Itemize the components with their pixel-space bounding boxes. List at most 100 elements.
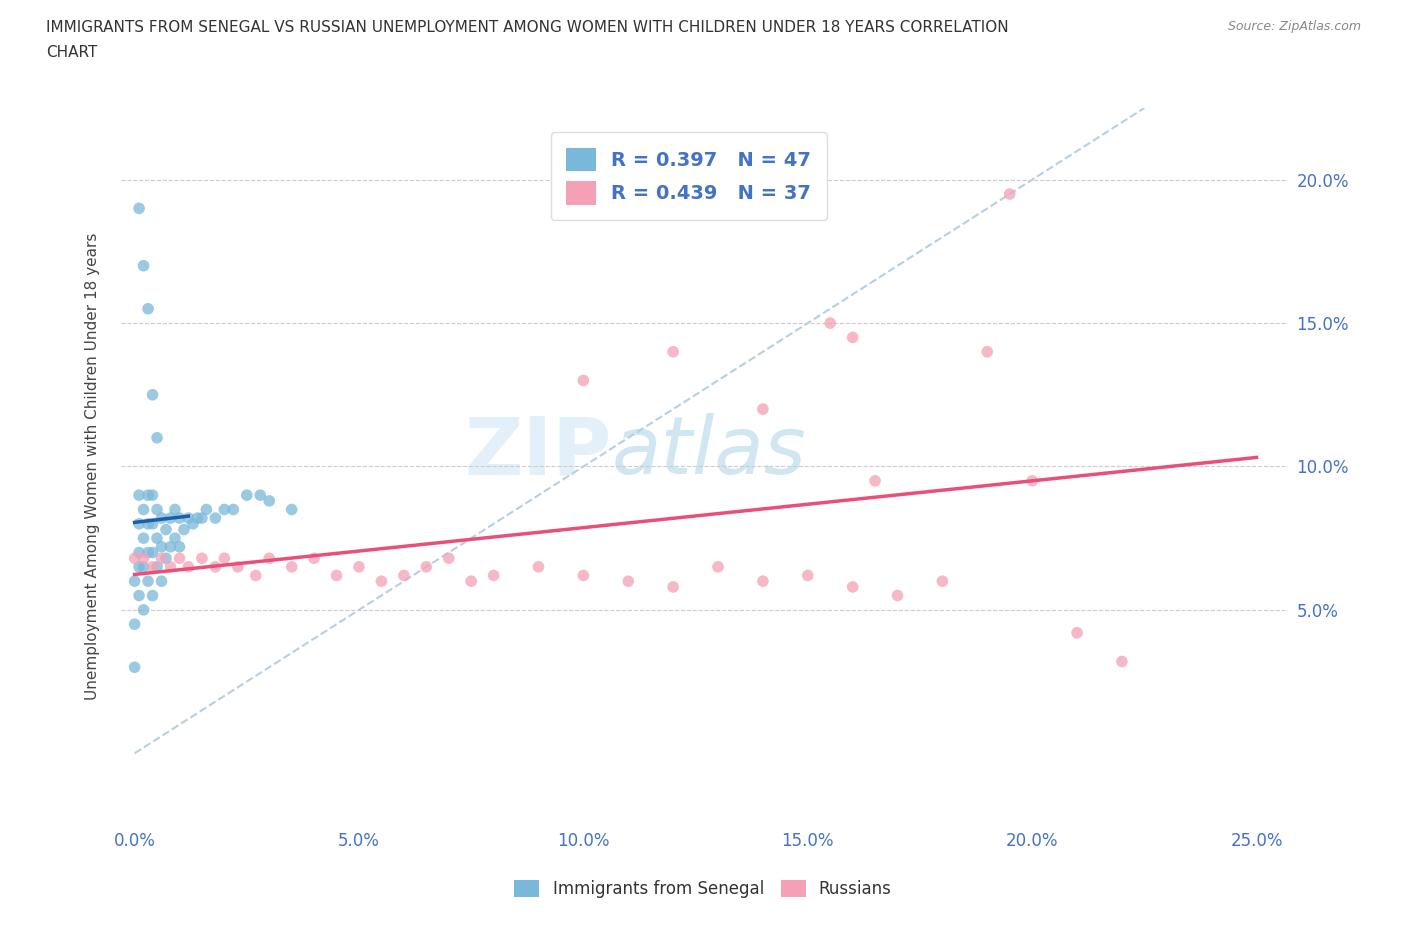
- Legend: R = 0.397   N = 47, R = 0.439   N = 37: R = 0.397 N = 47, R = 0.439 N = 37: [551, 132, 827, 220]
- Point: [226, 560, 249, 575]
- Legend: Immigrants from Senegal, Russians: Immigrants from Senegal, Russians: [508, 873, 898, 905]
- Point: [841, 579, 863, 594]
- Point: [214, 502, 236, 517]
- Point: [280, 560, 302, 575]
- Point: [392, 568, 415, 583]
- Point: [155, 522, 177, 537]
- Point: [141, 387, 163, 402]
- Text: atlas: atlas: [612, 413, 806, 491]
- Point: [415, 560, 437, 575]
- Point: [752, 574, 775, 589]
- Point: [128, 545, 150, 560]
- Point: [617, 574, 640, 589]
- Point: [136, 545, 159, 560]
- Point: [124, 617, 146, 631]
- Point: [191, 551, 214, 565]
- Point: [818, 315, 841, 330]
- Point: [347, 560, 370, 575]
- Point: [136, 574, 159, 589]
- Point: [146, 560, 169, 575]
- Point: [128, 588, 150, 603]
- Point: [186, 511, 208, 525]
- Y-axis label: Unemployment Among Women with Children Under 18 years: Unemployment Among Women with Children U…: [86, 232, 100, 700]
- Point: [159, 511, 181, 525]
- Point: [1066, 625, 1088, 640]
- Point: [527, 560, 550, 575]
- Point: [257, 551, 280, 565]
- Point: [124, 574, 146, 589]
- Point: [128, 201, 150, 216]
- Point: [150, 511, 173, 525]
- Point: [150, 539, 173, 554]
- Point: [146, 431, 169, 445]
- Point: [236, 487, 259, 502]
- Point: [124, 551, 146, 565]
- Point: [132, 560, 155, 575]
- Point: [204, 511, 226, 525]
- Point: [797, 568, 820, 583]
- Point: [159, 539, 181, 554]
- Point: [325, 568, 347, 583]
- Point: [141, 560, 163, 575]
- Point: [177, 511, 200, 525]
- Point: [482, 568, 505, 583]
- Point: [169, 551, 191, 565]
- Point: [128, 560, 150, 575]
- Point: [998, 187, 1021, 202]
- Point: [177, 560, 200, 575]
- Point: [302, 551, 325, 565]
- Point: [132, 551, 155, 565]
- Point: [141, 588, 163, 603]
- Point: [257, 494, 280, 509]
- Point: [214, 551, 236, 565]
- Point: [204, 560, 226, 575]
- Point: [136, 487, 159, 502]
- Point: [159, 560, 181, 575]
- Point: [155, 551, 177, 565]
- Text: IMMIGRANTS FROM SENEGAL VS RUSSIAN UNEMPLOYMENT AMONG WOMEN WITH CHILDREN UNDER : IMMIGRANTS FROM SENEGAL VS RUSSIAN UNEMP…: [46, 20, 1010, 35]
- Point: [437, 551, 460, 565]
- Point: [863, 473, 886, 488]
- Point: [136, 301, 159, 316]
- Point: [132, 603, 155, 618]
- Point: [1111, 654, 1133, 669]
- Point: [181, 516, 204, 531]
- Point: [136, 516, 159, 531]
- Point: [752, 402, 775, 417]
- Point: [195, 502, 218, 517]
- Point: [370, 574, 392, 589]
- Point: [169, 539, 191, 554]
- Text: ZIP: ZIP: [464, 413, 612, 491]
- Point: [886, 588, 908, 603]
- Point: [146, 531, 169, 546]
- Point: [572, 373, 595, 388]
- Point: [141, 545, 163, 560]
- Point: [141, 487, 163, 502]
- Point: [146, 502, 169, 517]
- Point: [128, 516, 150, 531]
- Point: [662, 579, 685, 594]
- Point: [976, 344, 998, 359]
- Point: [132, 259, 155, 273]
- Point: [249, 487, 271, 502]
- Point: [460, 574, 482, 589]
- Point: [128, 487, 150, 502]
- Point: [841, 330, 863, 345]
- Point: [222, 502, 245, 517]
- Point: [124, 659, 146, 674]
- Point: [1021, 473, 1043, 488]
- Point: [150, 574, 173, 589]
- Text: CHART: CHART: [46, 45, 98, 60]
- Point: [163, 502, 186, 517]
- Point: [572, 568, 595, 583]
- Point: [132, 502, 155, 517]
- Point: [141, 516, 163, 531]
- Point: [173, 522, 195, 537]
- Point: [280, 502, 302, 517]
- Point: [163, 531, 186, 546]
- Text: Source: ZipAtlas.com: Source: ZipAtlas.com: [1227, 20, 1361, 33]
- Point: [169, 511, 191, 525]
- Point: [662, 344, 685, 359]
- Point: [931, 574, 953, 589]
- Point: [150, 551, 173, 565]
